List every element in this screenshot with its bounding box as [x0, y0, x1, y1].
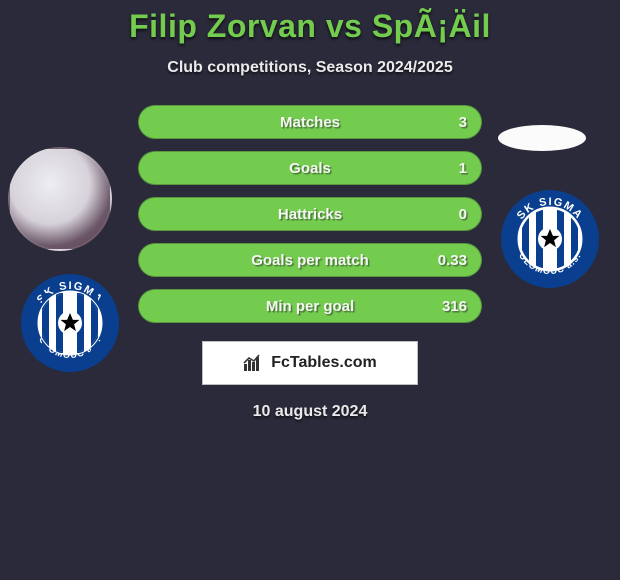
stat-bar: Min per goal 316 — [138, 289, 482, 323]
club-badge-left: SK SIGMA OLOMOUC a.s. — [20, 273, 120, 373]
stat-label: Goals per match — [251, 252, 369, 269]
stat-bar: Hattricks 0 — [138, 197, 482, 231]
source-brand: FcTables.com — [271, 354, 377, 372]
stat-value: 1 — [459, 160, 467, 177]
stat-bar: Goals per match 0.33 — [138, 243, 482, 277]
bar-chart-icon — [243, 354, 265, 372]
player-badge-right — [498, 125, 586, 151]
stat-label: Matches — [280, 114, 340, 131]
stat-label: Goals — [289, 160, 331, 177]
stats-card: Filip Zorvan vs SpÃ¡Äil Club competition… — [0, 0, 620, 421]
stat-value: 0.33 — [438, 252, 467, 269]
source-link[interactable]: FcTables.com — [202, 341, 418, 385]
stat-bars: Matches 3 Goals 1 Hattricks 0 Goals per … — [138, 105, 482, 323]
stat-label: Hattricks — [278, 206, 342, 223]
subtitle: Club competitions, Season 2024/2025 — [0, 59, 620, 77]
club-badge-right: SK SIGMA OLOMOUC a.s. — [500, 189, 600, 289]
page-title: Filip Zorvan vs SpÃ¡Äil — [0, 8, 620, 45]
main-area: SK SIGMA OLOMOUC a.s. — [0, 105, 620, 323]
stat-value: 0 — [459, 206, 467, 223]
stat-label: Min per goal — [266, 298, 354, 315]
date-label: 10 august 2024 — [0, 403, 620, 421]
stat-value: 3 — [459, 114, 467, 131]
player-avatar-left — [8, 147, 112, 251]
stat-bar: Goals 1 — [138, 151, 482, 185]
stat-bar: Matches 3 — [138, 105, 482, 139]
sigma-badge-icon: SK SIGMA OLOMOUC a.s. — [20, 273, 120, 373]
sigma-badge-icon: SK SIGMA OLOMOUC a.s. — [500, 189, 600, 289]
stat-value: 316 — [442, 298, 467, 315]
